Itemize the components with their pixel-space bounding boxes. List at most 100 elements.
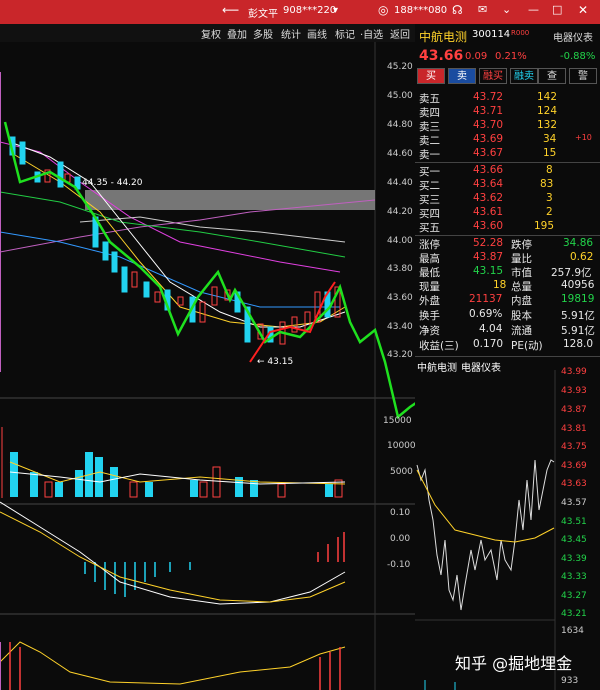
resistance-zone (85, 190, 375, 210)
chart-toolbar: 复权 叠加 多股 统计 画线 标记 ·自选 返回 (0, 24, 415, 42)
sell-button[interactable]: 卖 (448, 68, 476, 84)
stat-label: 流通 (511, 325, 532, 337)
ask-row[interactable]: 卖五 43.72 142 (415, 91, 600, 105)
alert-button[interactable]: 警 (569, 68, 597, 84)
stat-value: 0.69% (469, 308, 503, 320)
mini-stock-tab[interactable]: 中航电测 (417, 363, 457, 374)
mini-axis-label: 43.39 (561, 554, 587, 564)
chevron-down-icon[interactable]: ⌄ (502, 3, 512, 16)
stat-label: 最高 (419, 253, 440, 265)
stat-label: PE(动) (511, 340, 543, 352)
account-id[interactable]: 908***220 (283, 5, 337, 16)
stat-value: 52.28 (473, 237, 504, 249)
stat-label: 收益(三) (419, 340, 459, 352)
margin-sell-button[interactable]: 融卖 (510, 68, 538, 84)
mini-axis-label: 43.33 (561, 572, 587, 582)
ask-volume: 15 (543, 147, 557, 159)
ask-row[interactable]: 卖二 43.69 34 +10 (415, 133, 600, 147)
kline-svg (0, 42, 415, 690)
toolbar-button-overlay[interactable]: 叠加 (227, 30, 247, 41)
stat-value: 0.62 (570, 251, 594, 263)
bid-volume: 2 (546, 206, 553, 218)
stat-label: 量比 (511, 253, 532, 265)
toolbar-button-watchlist[interactable]: ·自选 (360, 30, 384, 41)
mini-axis-label: 43.93 (561, 386, 587, 396)
maximize-icon[interactable]: □ (552, 3, 563, 16)
price-axis-label: 43.60 (387, 293, 413, 303)
mini-bottom-label: 933 (561, 676, 579, 686)
user-icon[interactable]: ◎ (378, 3, 389, 17)
stat-value: 4.04 (479, 323, 503, 335)
stock-tag: R000 (511, 29, 530, 37)
stat-label: 现量 (419, 281, 440, 293)
price-axis-label: 45.20 (387, 62, 413, 72)
bid-volume: 3 (546, 192, 553, 204)
ask-price: 43.70 (473, 119, 504, 131)
stat-label: 内盘 (511, 295, 532, 307)
bid-row[interactable]: 买四 43.61 2 (415, 206, 600, 220)
ask-label: 卖三 (419, 121, 440, 133)
macd-axis-label: 0.10 (390, 508, 411, 518)
ask-row[interactable]: 卖一 43.67 15 (415, 147, 600, 161)
intraday-chart[interactable] (415, 370, 600, 690)
stat-value: 257.9亿 (551, 267, 592, 279)
toolbar-button-back[interactable]: 返回 (390, 30, 410, 41)
price-change: 0.09 (465, 51, 488, 62)
bid-row[interactable]: 买一 43.66 8 (415, 164, 600, 178)
watermark: 知乎 @掘地埋金 (455, 654, 573, 673)
back-arrow-icon[interactable]: ⟵ (222, 3, 240, 17)
stat-value: 18 (493, 279, 507, 291)
phone-label[interactable]: 188***080 (394, 5, 448, 16)
ask-label: 卖五 (419, 93, 440, 105)
query-button[interactable]: 查 (538, 68, 566, 84)
stat-row: 最高 43.87 量比 0.62 (415, 251, 600, 265)
user-name: 彭文平 (248, 9, 278, 20)
toolbar-button-draw[interactable]: 画线 (307, 30, 327, 41)
mini-sector-tab[interactable]: 电器仪表 (461, 363, 501, 374)
buy-button[interactable]: 买 (417, 68, 445, 84)
stat-value: 21137 (469, 293, 503, 305)
kline-chart[interactable]: 45.20 45.00 44.80 44.60 44.40 44.20 44.0… (0, 42, 416, 690)
chevron-down-icon[interactable]: ▾ (333, 5, 339, 16)
bid-row[interactable]: 买五 43.60 195 (415, 220, 600, 234)
headset-icon[interactable]: ☊ (452, 3, 463, 17)
bid-label: 买一 (419, 166, 440, 178)
ask-row[interactable]: 卖三 43.70 132 (415, 119, 600, 133)
stat-row: 现量 18 总量 40956 (415, 279, 600, 293)
stat-value: 128.0 (563, 338, 594, 350)
stat-row: 涨停 52.28 跌停 34.86 (415, 237, 600, 251)
toolbar-button-stats[interactable]: 统计 (281, 30, 301, 41)
bid-price: 43.62 (473, 192, 504, 204)
sector-name[interactable]: 电器仪表 (553, 33, 593, 44)
bid-row[interactable]: 买二 43.64 83 (415, 178, 600, 192)
stat-row: 换手 0.69% 股本 5.91亿 (415, 308, 600, 322)
ask-price: 43.67 (473, 147, 504, 159)
ask-row[interactable]: 卖四 43.71 124 (415, 105, 600, 119)
bid-price: 43.60 (473, 220, 504, 232)
margin-buy-button[interactable]: 融买 (479, 68, 507, 84)
stat-row: 外盘 21137 内盘 19819 (415, 293, 600, 307)
bid-price: 43.66 (473, 164, 504, 176)
toolbar-button-multi[interactable]: 多股 (253, 30, 273, 41)
ask-volume: 142 (537, 91, 558, 103)
toolbar-button-fuquan[interactable]: 复权 (201, 30, 221, 41)
close-icon[interactable]: ✕ (578, 3, 589, 17)
stat-label: 市值 (511, 267, 532, 279)
mail-icon[interactable]: ✉ (478, 3, 488, 16)
volume-axis-label: 15000 (383, 416, 412, 426)
quote-panel: 中航电测 300114 R000 电器仪表 43.66 0.09 0.21% -… (415, 24, 600, 690)
bid-row[interactable]: 买三 43.62 3 (415, 192, 600, 206)
price-axis-label: 43.80 (387, 264, 413, 274)
stat-label: 涨停 (419, 239, 440, 251)
price-axis-label: 44.80 (387, 120, 413, 130)
macd-axis-label: 0.00 (390, 534, 411, 544)
stock-name[interactable]: 中航电测 (419, 30, 468, 44)
mini-axis-label: 43.69 (561, 461, 587, 471)
price-change-pct: 0.21% (495, 51, 527, 62)
mini-axis-label: 43.27 (561, 591, 587, 601)
stat-value: 40956 (561, 279, 595, 291)
ask-label: 卖四 (419, 107, 440, 119)
ask-volume: 124 (537, 105, 558, 117)
minimize-icon[interactable]: — (528, 3, 539, 16)
toolbar-button-mark[interactable]: 标记 (335, 30, 355, 41)
